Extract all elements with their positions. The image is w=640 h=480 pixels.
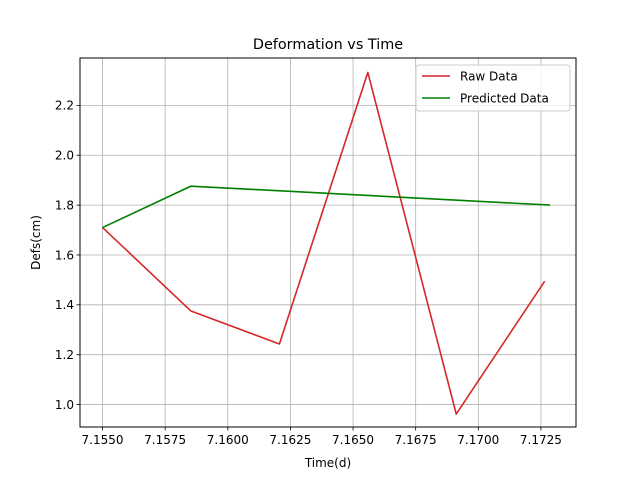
x-tick-label: 7.1700	[457, 433, 499, 447]
y-tick-label: 1.2	[55, 348, 74, 362]
series-line-1	[102, 71, 546, 415]
y-tick-label: 1.0	[55, 398, 74, 412]
x-axis-label: Time(d)	[304, 456, 351, 470]
y-tick-label: 1.8	[55, 198, 74, 212]
series-lines	[102, 71, 550, 415]
x-tick-label: 7.1675	[395, 433, 437, 447]
grid	[80, 58, 576, 427]
y-axis-label: Defs(cm)	[29, 215, 43, 270]
y-tick-label: 1.4	[55, 298, 74, 312]
series-line-2	[102, 185, 550, 229]
y-tick-label: 1.6	[55, 248, 74, 262]
x-tick-label: 7.1625	[269, 433, 311, 447]
chart-title: Deformation vs Time	[253, 37, 403, 53]
x-tick-label: 7.1600	[207, 433, 249, 447]
legend: Raw Data Predicted Data	[415, 64, 571, 112]
x-tick-label: 7.1575	[144, 433, 186, 447]
plot-frame	[79, 57, 577, 428]
legend-label-2: Predicted Data	[460, 91, 549, 105]
legend-label-1: Raw Data	[460, 69, 518, 83]
y-tick-label: 2.0	[55, 149, 74, 163]
x-tick-label: 7.1650	[332, 433, 374, 447]
ticks: 7.1550 7.1575 7.1600 7.1625 7.1650 7.1675 7.17…	[55, 99, 562, 447]
legend-box	[415, 64, 571, 112]
x-tick-label: 7.1550	[82, 433, 124, 447]
x-tick-label: 7.1725	[520, 433, 562, 447]
y-tick-label: 2.2	[55, 99, 74, 113]
